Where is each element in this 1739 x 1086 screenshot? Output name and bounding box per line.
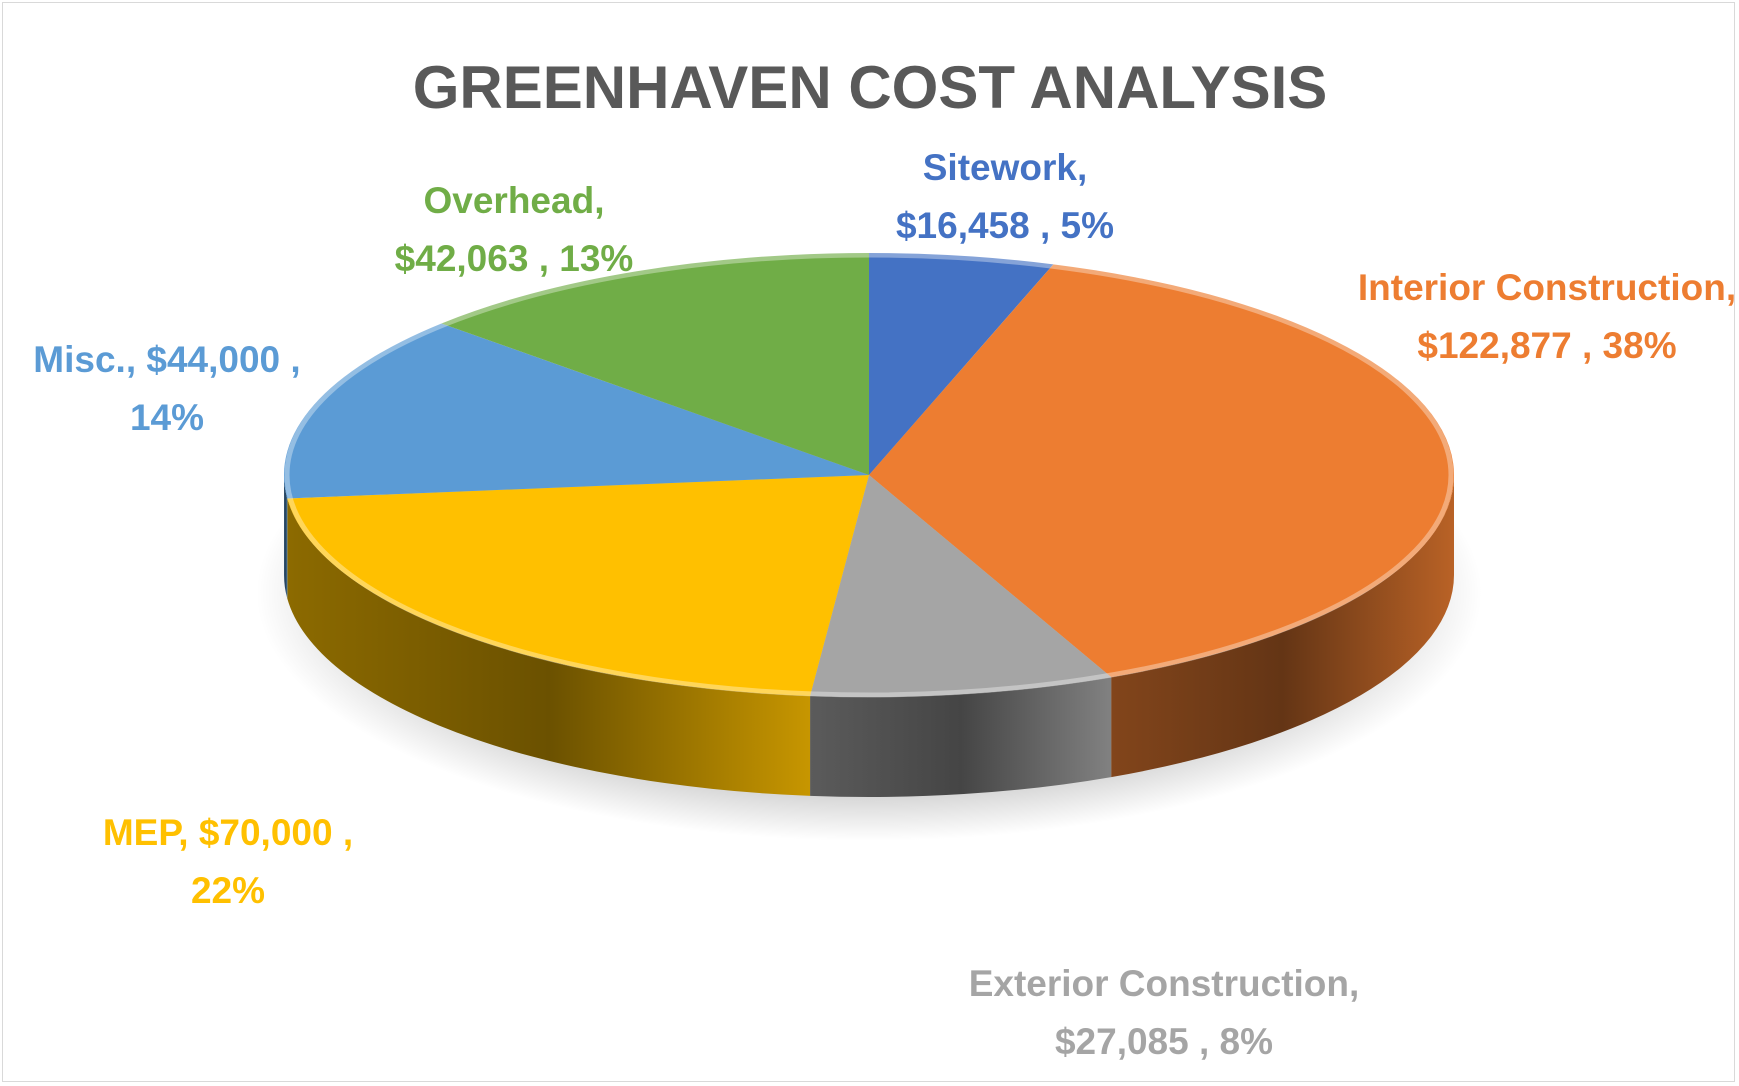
data-label-sitework: Sitework, $16,458 , 5%	[896, 147, 1114, 246]
pie-slice-side-misc	[284, 475, 288, 599]
data-label-sitework-line-2: $16,458 , 5%	[896, 205, 1114, 246]
data-label-mep: MEP, $70,000 , 22%	[103, 812, 353, 911]
data-label-interior-construction-line-2: $122,877 , 38%	[1417, 325, 1676, 366]
data-label-exterior-construction: Exterior Construction, $27,085 , 8%	[969, 963, 1360, 1062]
pie-slice-sitework[interactable]	[869, 253, 1054, 475]
data-label-misc: Misc., $44,000 , 14%	[33, 339, 300, 438]
pie-slice-side-mep	[287, 498, 811, 796]
data-label-exterior-construction-line-2: $27,085 , 8%	[1055, 1021, 1273, 1062]
pie-slice-overhead[interactable]	[441, 253, 869, 475]
data-label-sitework-line-1: Sitework,	[923, 147, 1088, 188]
data-label-overhead: Overhead, $42,063 , 13%	[395, 180, 634, 279]
pie-slice-misc[interactable]	[284, 323, 869, 499]
pie-rim-highlight	[284, 252, 1454, 698]
pie-slice-side-exterior-construction	[810, 677, 1112, 797]
pie-slice-mep[interactable]	[287, 475, 869, 696]
data-label-interior-construction: Interior Construction, $122,877 , 38%	[1358, 267, 1736, 366]
data-label-interior-construction-line-1: Interior Construction,	[1358, 267, 1736, 308]
data-label-misc-line-1: Misc., $44,000 ,	[33, 339, 300, 380]
data-label-misc-line-2: 14%	[130, 397, 204, 438]
data-label-mep-line-2: 22%	[191, 870, 265, 911]
data-label-exterior-construction-line-1: Exterior Construction,	[969, 963, 1360, 1004]
pie-slice-interior-construction[interactable]	[869, 264, 1454, 678]
pie-slice-exterior-construction[interactable]	[810, 475, 1112, 697]
data-label-mep-line-1: MEP, $70,000 ,	[103, 812, 353, 853]
data-label-overhead-line-2: $42,063 , 13%	[395, 238, 634, 279]
pie-slice-side-interior-construction	[1111, 475, 1454, 778]
chart-title: GREENHAVEN COST ANALYSIS	[413, 54, 1328, 121]
data-label-overhead-line-1: Overhead,	[424, 180, 605, 221]
